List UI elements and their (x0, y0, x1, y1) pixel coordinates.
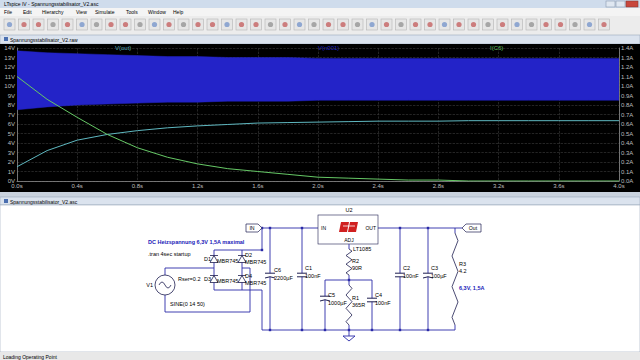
svg-text:C2: C2 (403, 265, 410, 271)
svg-text:3.2s: 3.2s (493, 183, 504, 189)
svg-text:MBR745: MBR745 (245, 259, 266, 265)
svg-text:100nF: 100nF (375, 300, 391, 306)
svg-text:V1: V1 (146, 282, 153, 288)
svg-text:Out: Out (469, 225, 478, 231)
svg-text:Window: Window (148, 9, 166, 15)
svg-text:2200µF: 2200µF (274, 275, 293, 281)
svg-text:0V: 0V (7, 178, 15, 184)
svg-text:File: File (4, 9, 12, 15)
svg-text:D4: D4 (245, 273, 252, 279)
svg-text:0.3A: 0.3A (621, 150, 633, 156)
svg-text:1.0A: 1.0A (621, 83, 633, 89)
svg-text:D2: D2 (245, 252, 252, 258)
svg-text:Simulate: Simulate (95, 9, 115, 15)
svg-text:MBR745: MBR745 (217, 278, 238, 284)
svg-text:2.0s: 2.0s (312, 183, 323, 189)
svg-text:1V: 1V (8, 169, 15, 175)
svg-text:D3: D3 (204, 276, 211, 282)
svg-text:C3: C3 (431, 265, 438, 271)
svg-text:2.4s: 2.4s (373, 183, 384, 189)
svg-text:0.8s: 0.8s (132, 183, 143, 189)
svg-text:R3: R3 (459, 261, 466, 267)
svg-text:DC Heizspannung 6,3V 1,5A maxi: DC Heizspannung 6,3V 1,5A maximal (148, 239, 245, 245)
svg-text:4V: 4V (8, 140, 15, 146)
svg-text:1.6s: 1.6s (252, 183, 263, 189)
svg-text:0.8A: 0.8A (621, 102, 633, 108)
svg-text:Tools: Tools (126, 9, 138, 15)
svg-text:4.2: 4.2 (459, 268, 467, 274)
svg-text:V(n001): V(n001) (318, 45, 339, 51)
svg-text:C1: C1 (305, 265, 312, 271)
svg-text:13V: 13V (4, 55, 15, 61)
svg-text:14V: 14V (4, 45, 15, 51)
svg-text:C5: C5 (328, 292, 335, 298)
svg-text:.tran 4sec startup: .tran 4sec startup (148, 251, 191, 257)
svg-text:0.2A: 0.2A (621, 159, 633, 165)
svg-text:ADJ: ADJ (344, 237, 354, 243)
svg-text:100nF: 100nF (305, 273, 321, 279)
svg-text:6,3V, 1,5A: 6,3V, 1,5A (459, 285, 485, 291)
svg-text:4.0s: 4.0s (613, 183, 624, 189)
svg-text:2.8s: 2.8s (433, 183, 444, 189)
svg-text:12V: 12V (4, 64, 15, 70)
svg-text:D1: D1 (204, 256, 211, 262)
svg-text:100nF: 100nF (403, 273, 419, 279)
svg-text:0.9A: 0.9A (621, 93, 633, 99)
svg-text:0.4s: 0.4s (72, 183, 83, 189)
svg-text:1000µF: 1000µF (328, 300, 347, 306)
svg-text:I(C6): I(C6) (490, 45, 503, 51)
svg-text:Loading Operating Point: Loading Operating Point (3, 354, 58, 360)
svg-text:SINE(0 14 50): SINE(0 14 50) (170, 301, 205, 307)
svg-text:9V: 9V (8, 93, 15, 99)
svg-text:LT1085: LT1085 (353, 246, 371, 252)
svg-text:0.1A: 0.1A (621, 169, 633, 175)
svg-text:View: View (76, 9, 87, 15)
svg-text:V(out): V(out) (115, 45, 131, 51)
svg-text:11V: 11V (5, 74, 15, 80)
svg-text:Edit: Edit (23, 9, 32, 15)
svg-text:2V: 2V (8, 159, 15, 165)
svg-text:5V: 5V (8, 131, 15, 137)
svg-text:0.4A: 0.4A (621, 140, 633, 146)
svg-text:0.5A: 0.5A (621, 131, 633, 137)
svg-text:C4: C4 (375, 292, 382, 298)
svg-text:90R: 90R (352, 265, 362, 271)
svg-text:0.7A: 0.7A (621, 112, 633, 118)
svg-text:MBR745: MBR745 (245, 280, 266, 286)
svg-text:OUT: OUT (365, 225, 376, 231)
svg-text:MBR745: MBR745 (217, 258, 238, 264)
svg-text:U2: U2 (345, 207, 352, 213)
svg-text:Help: Help (173, 9, 184, 15)
svg-text:1.2s: 1.2s (192, 183, 203, 189)
svg-text:LTspice IV - Spannungsstabilis: LTspice IV - Spannungsstabilisator_V2.as… (4, 1, 99, 7)
svg-text:Rser=0.2: Rser=0.2 (178, 276, 200, 282)
svg-text:C6: C6 (274, 267, 281, 273)
svg-text:0.0s: 0.0s (11, 183, 22, 189)
svg-text:IN: IN (321, 225, 326, 231)
svg-text:3.6s: 3.6s (553, 183, 564, 189)
svg-text:1.1A: 1.1A (621, 74, 633, 80)
svg-text:Spannungsstabilisator_V2.asc: Spannungsstabilisator_V2.asc (10, 199, 78, 205)
svg-text:0.6A: 0.6A (621, 121, 633, 127)
svg-text:365R: 365R (352, 302, 365, 308)
svg-text:IN: IN (249, 225, 254, 231)
svg-text:8V: 8V (8, 102, 15, 108)
svg-text:10V: 10V (4, 83, 15, 89)
svg-text:R1: R1 (352, 295, 359, 301)
svg-text:0.0A: 0.0A (621, 178, 634, 184)
svg-text:6V: 6V (8, 121, 15, 127)
svg-text:1.3A: 1.3A (621, 55, 633, 61)
svg-text:7V: 7V (8, 112, 15, 118)
svg-text:100µF: 100µF (431, 273, 447, 279)
svg-text:Spannungsstabilisator_V2.raw: Spannungsstabilisator_V2.raw (10, 37, 78, 43)
svg-text:1.2A: 1.2A (621, 64, 633, 70)
svg-text:1.4A: 1.4A (621, 45, 633, 51)
svg-text:R2: R2 (352, 258, 359, 264)
svg-text:3V: 3V (8, 150, 15, 156)
svg-text:Hierarchy: Hierarchy (42, 9, 64, 15)
